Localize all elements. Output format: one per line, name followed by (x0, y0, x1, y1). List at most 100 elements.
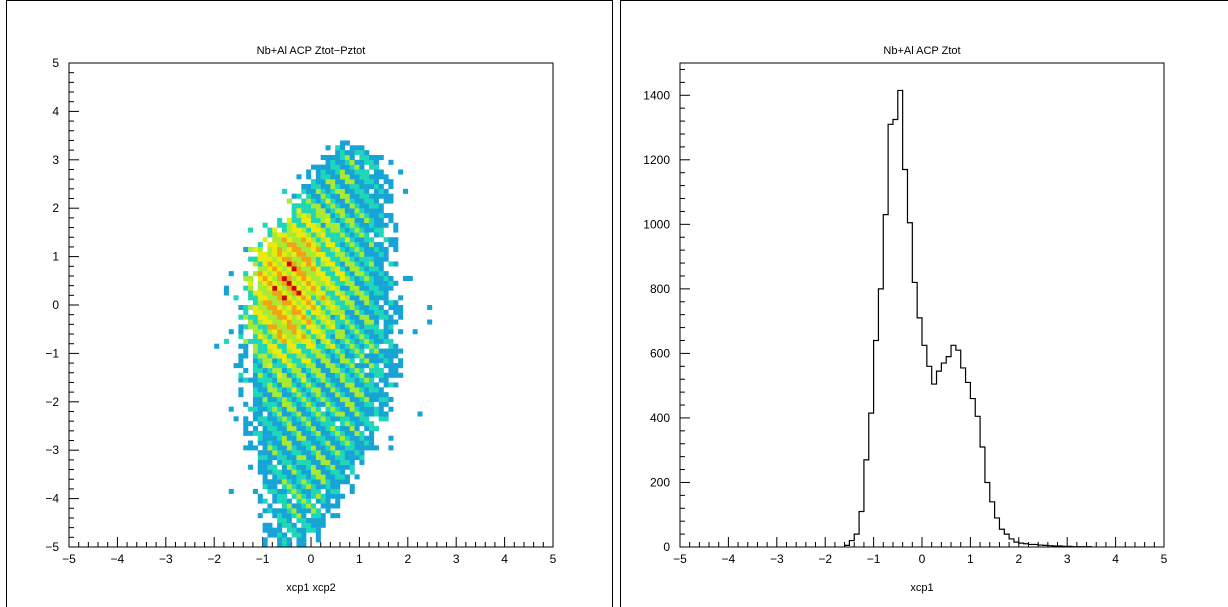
heatmap-cell (335, 493, 341, 499)
heatmap-cell (281, 430, 287, 436)
heatmap-cell (296, 358, 302, 364)
heatmap-cell (335, 285, 341, 291)
heatmap-cell (335, 392, 341, 398)
heatmap-cell (369, 275, 375, 281)
heatmap-cell (277, 474, 283, 480)
heatmap-cell (325, 309, 331, 315)
x-tick-label: 0 (308, 552, 315, 566)
y-tick-label: 3 (52, 153, 59, 167)
heatmap-cell (364, 343, 370, 349)
heatmap-cell (349, 387, 355, 393)
heatmap-cell (281, 508, 287, 514)
heatmap-cell (378, 222, 384, 228)
heatmap-cell (257, 455, 263, 461)
heatmap-cell (364, 426, 370, 432)
heatmap-cell (248, 285, 254, 291)
heatmap-cell (296, 334, 302, 340)
heatmap-cell (378, 416, 384, 422)
heatmap-cell (330, 242, 336, 248)
heatmap-cell (277, 271, 283, 277)
heatmap-cell (286, 338, 292, 344)
heatmap-cell (262, 237, 268, 243)
heatmap-cell (344, 459, 350, 465)
x-tick-label: 3 (453, 552, 460, 566)
heatmap-cell (301, 188, 307, 194)
heatmap-cell (281, 517, 287, 523)
heatmap-cell (315, 246, 321, 252)
heatmap-cell (330, 266, 336, 272)
heatmap-cell (311, 416, 317, 422)
heatmap-cell (291, 387, 297, 393)
heatmap-cell (325, 430, 331, 436)
heatmap-cell (301, 285, 307, 291)
heatmap-cell (349, 401, 355, 407)
heatmap-cell (354, 406, 360, 412)
heatmap-cell (291, 343, 297, 349)
heatmap-cell (306, 261, 312, 267)
heatmap-cell (349, 271, 355, 277)
heatmap-cell (291, 527, 297, 533)
heatmap-cell (311, 440, 317, 446)
heatmap-cell (272, 367, 278, 373)
heatmap-cell (286, 256, 292, 262)
heatmap-cell (320, 275, 326, 281)
heatmap-cell (344, 232, 350, 238)
heatmap-cell (320, 459, 326, 465)
heatmap-cell (330, 396, 336, 402)
heatmap-cell (335, 435, 341, 441)
heatmap-cell (286, 329, 292, 335)
heatmap-cell (349, 184, 355, 190)
heatmap-cell (344, 426, 350, 432)
heatmap-cell (369, 430, 375, 436)
heatmap-cell (378, 396, 384, 402)
heatmap-cell (354, 222, 360, 228)
heatmap-cell (359, 411, 365, 417)
heatmap-cell (286, 266, 292, 272)
heatmap-cell (257, 411, 263, 417)
heatmap-cell (320, 271, 326, 277)
heatmap-cell (272, 338, 278, 344)
heatmap-cell (378, 217, 384, 223)
heatmap-cell (378, 406, 384, 412)
heatmap-cell (248, 377, 254, 383)
heatmap-cell (306, 426, 312, 432)
heatmap-cell (330, 455, 336, 461)
heatmap-cell (364, 295, 370, 301)
heatmap-cell (373, 208, 379, 214)
heatmap-cell (301, 271, 307, 277)
heatmap-cell (325, 266, 331, 272)
heatmap-cell (344, 334, 350, 340)
histogram-series-line (843, 89, 1092, 548)
y-tick-label: 200 (650, 475, 670, 489)
heatmap-cell (257, 266, 263, 272)
heatmap-cell (311, 445, 317, 451)
y-tick-label: −5 (45, 540, 59, 554)
heatmap-cell (306, 251, 312, 257)
heatmap-cell (281, 542, 287, 548)
heatmap-cell (340, 150, 346, 156)
heatmap-cell (286, 542, 292, 548)
heatmap-cell (262, 334, 268, 340)
heatmap-cell (325, 232, 331, 238)
heatmap-cell (267, 387, 273, 393)
heatmap-cell (243, 309, 249, 315)
heatmap-cell (301, 213, 307, 219)
heatmap-cell (281, 459, 287, 465)
heatmap-cell (252, 488, 258, 494)
heatmap-cell (330, 363, 336, 369)
heatmap-cell (272, 295, 278, 301)
heatmap-cell (257, 396, 263, 402)
heatmap-cell (340, 392, 346, 398)
heatmap-cell (311, 319, 317, 325)
heatmap-cell (281, 455, 287, 461)
heatmap-cell (325, 440, 331, 446)
heatmap-cell (315, 232, 321, 238)
heatmap-cell (378, 256, 384, 262)
heatmap-cell (248, 246, 254, 252)
heatmap-cell (291, 329, 297, 335)
heatmap-cell (272, 343, 278, 349)
heatmap-cell (330, 319, 336, 325)
heatmap-cell (291, 338, 297, 344)
heatmap-cell (277, 537, 283, 543)
heatmap-cell (296, 232, 302, 238)
